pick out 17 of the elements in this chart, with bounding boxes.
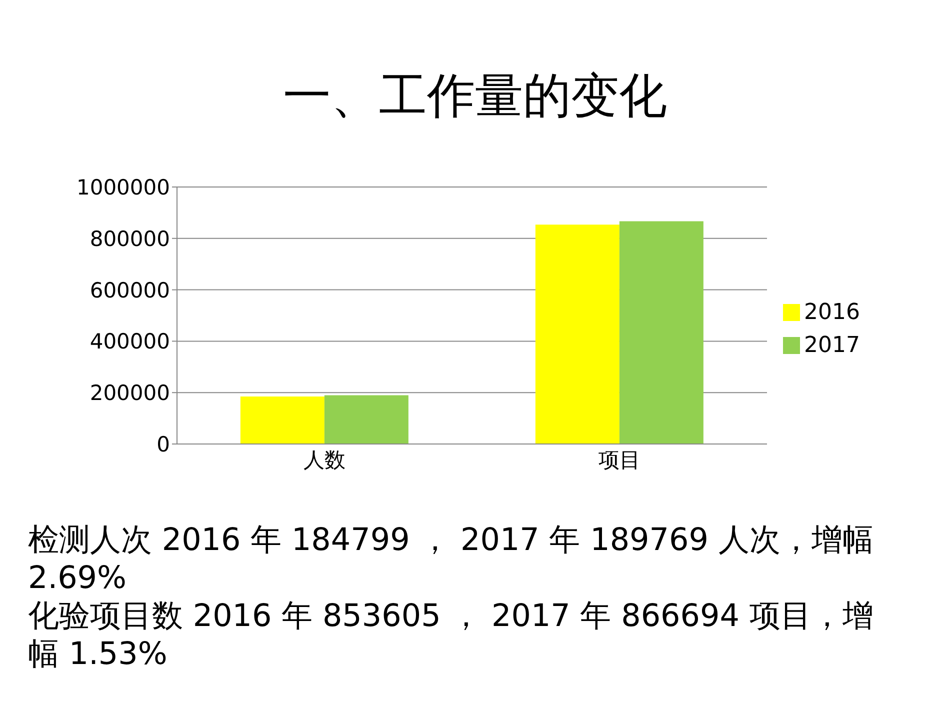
y-tick-label: 1000000 bbox=[76, 175, 170, 200]
x-tick-label: 项目 bbox=[598, 448, 640, 472]
bar bbox=[535, 224, 620, 444]
chart-title: 一、工作量的变化 bbox=[282, 68, 668, 124]
bar bbox=[619, 221, 704, 444]
bar bbox=[324, 395, 408, 444]
text: 化验项目数 2016 年 853605 ， 2017 年 866694 项目，增幅 1.53% bbox=[28, 597, 874, 673]
y-tick-label: 800000 bbox=[90, 226, 170, 251]
legend-label: 2016 bbox=[804, 300, 860, 325]
y-tick-label: 400000 bbox=[90, 330, 170, 354]
text: 检测人次 2016 年 184799 ， 2017 年 189769 人次，增幅 2.69% bbox=[28, 521, 874, 597]
y-tick-label: 0 bbox=[156, 432, 170, 456]
bar bbox=[240, 396, 324, 444]
y-tick-label: 600000 bbox=[90, 278, 170, 302]
legend-label: 2017 bbox=[804, 333, 860, 358]
x-tick-label: 人数 bbox=[304, 448, 346, 472]
y-tick-label: 200000 bbox=[90, 381, 170, 406]
